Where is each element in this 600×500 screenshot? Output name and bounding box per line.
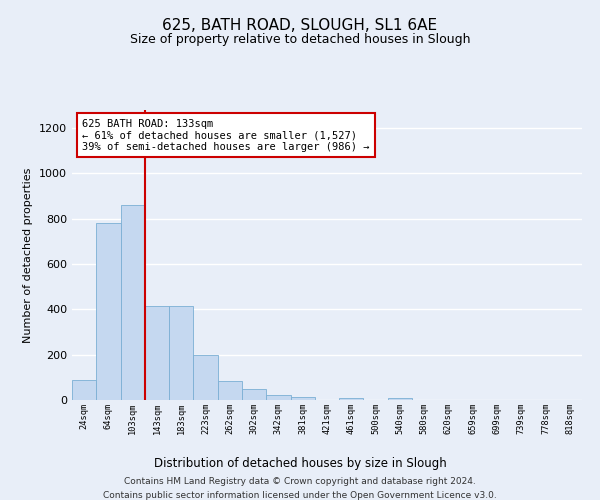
Bar [169,306,193,400]
Bar [72,380,96,400]
Bar [121,205,145,400]
Y-axis label: Number of detached properties: Number of detached properties [23,168,34,342]
Text: Contains public sector information licensed under the Open Government Licence v3: Contains public sector information licen… [103,491,497,500]
Bar [218,380,242,400]
Bar [96,224,121,400]
Text: 625 BATH ROAD: 133sqm
← 61% of detached houses are smaller (1,527)
39% of semi-d: 625 BATH ROAD: 133sqm ← 61% of detached … [82,118,370,152]
Bar [388,398,412,400]
Text: Distribution of detached houses by size in Slough: Distribution of detached houses by size … [154,458,446,470]
Bar [145,306,169,400]
Text: Size of property relative to detached houses in Slough: Size of property relative to detached ho… [130,32,470,46]
Bar [193,354,218,400]
Bar [242,388,266,400]
Text: Contains HM Land Registry data © Crown copyright and database right 2024.: Contains HM Land Registry data © Crown c… [124,478,476,486]
Bar [290,396,315,400]
Bar [339,398,364,400]
Bar [266,395,290,400]
Text: 625, BATH ROAD, SLOUGH, SL1 6AE: 625, BATH ROAD, SLOUGH, SL1 6AE [163,18,437,32]
